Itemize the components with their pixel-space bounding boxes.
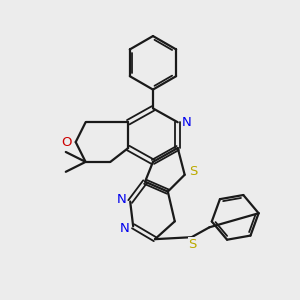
Text: S: S [189,165,198,178]
Text: S: S [188,238,197,250]
Text: O: O [61,136,72,148]
Text: N: N [182,116,191,129]
Text: N: N [119,222,129,235]
Text: N: N [116,193,126,206]
